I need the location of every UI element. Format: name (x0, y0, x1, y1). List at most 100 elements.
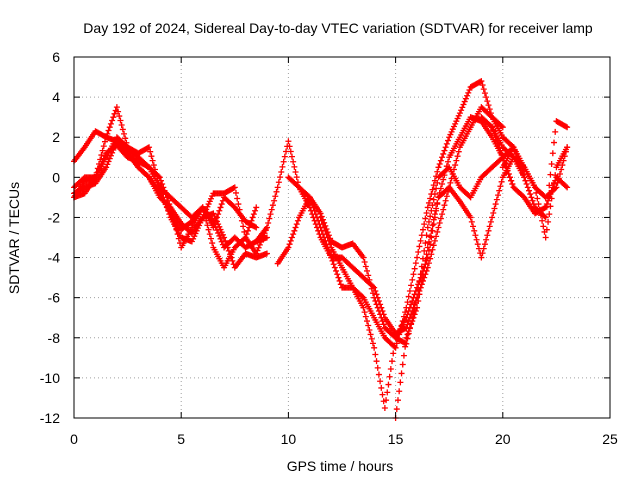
data-point (169, 213, 176, 220)
data-point (487, 123, 494, 130)
data-point (217, 226, 224, 233)
data-point (558, 166, 565, 173)
data-point (375, 371, 382, 378)
data-point (447, 179, 454, 186)
data-point (217, 204, 224, 211)
data-point (442, 144, 449, 151)
data-point (94, 168, 101, 175)
data-point (244, 227, 251, 234)
data-point (505, 170, 512, 177)
data-point (377, 378, 384, 385)
data-point (206, 231, 213, 238)
data-point (552, 128, 559, 135)
data-point (430, 216, 437, 223)
data-point (495, 140, 502, 147)
data-point (191, 233, 198, 240)
data-point (552, 185, 559, 192)
data-point (492, 201, 499, 208)
data-point (287, 148, 294, 155)
data-point (415, 248, 422, 255)
data-point (206, 198, 213, 205)
data-point (524, 184, 531, 191)
data-point (144, 144, 151, 151)
data-point (219, 231, 226, 238)
data-point (315, 227, 322, 234)
data-point (542, 234, 549, 241)
data-point (335, 274, 342, 281)
data-point (232, 189, 239, 196)
data-point (196, 222, 203, 229)
data-point (371, 284, 378, 291)
data-point (412, 308, 419, 315)
data-point (473, 236, 480, 243)
data-point (287, 237, 294, 244)
data-point (497, 183, 504, 190)
data-point (421, 264, 428, 271)
data-point (421, 247, 428, 254)
data-point (288, 153, 295, 160)
data-point (454, 115, 461, 122)
data-point (553, 184, 560, 191)
data-point (148, 153, 155, 160)
data-point (416, 243, 423, 250)
data-point (521, 174, 528, 181)
data-point (499, 154, 506, 161)
data-point (362, 263, 369, 270)
data-point (539, 217, 546, 224)
data-point (275, 179, 282, 186)
data-point (217, 235, 224, 242)
data-point (543, 201, 550, 208)
data-point (98, 160, 105, 167)
data-point (529, 197, 536, 204)
data-point (104, 130, 111, 137)
data-point (527, 191, 534, 198)
data-point (549, 150, 556, 157)
data-point (424, 244, 431, 251)
data-point (218, 201, 225, 208)
data-point (455, 112, 462, 119)
y-tick-label: 2 (52, 129, 60, 145)
data-point (428, 234, 435, 241)
data-point (434, 228, 441, 235)
data-point (434, 168, 441, 175)
x-tick-label: 10 (281, 431, 297, 447)
data-point (433, 233, 440, 240)
data-point (360, 304, 367, 311)
data-point (404, 331, 411, 338)
data-point (331, 264, 338, 271)
data-point (443, 193, 450, 200)
data-point (263, 250, 270, 257)
data-point (375, 298, 382, 305)
data-point (422, 257, 429, 264)
data-point (336, 277, 343, 284)
data-point (439, 211, 446, 218)
data-point (146, 144, 153, 151)
data-point (337, 281, 344, 288)
data-point (230, 185, 237, 192)
data-point (308, 207, 315, 214)
data-point (361, 259, 368, 266)
data-point (504, 167, 511, 174)
data-point (493, 196, 500, 203)
data-point (485, 227, 492, 234)
data-point (408, 321, 415, 328)
data-point (526, 187, 533, 194)
data-point (498, 150, 505, 157)
data-point (412, 260, 419, 267)
data-point (147, 148, 154, 155)
series-s8 (285, 104, 528, 337)
x-tick-label: 0 (70, 431, 78, 447)
data-point (285, 244, 292, 251)
data-point (562, 123, 569, 130)
data-point (243, 231, 250, 238)
data-point (374, 294, 381, 301)
data-point (458, 107, 465, 114)
data-point (441, 147, 448, 154)
data-point (439, 181, 446, 188)
data-point (105, 127, 112, 134)
data-point (443, 140, 450, 147)
data-point (479, 250, 486, 257)
data-point (406, 324, 413, 331)
data-point (481, 90, 488, 97)
